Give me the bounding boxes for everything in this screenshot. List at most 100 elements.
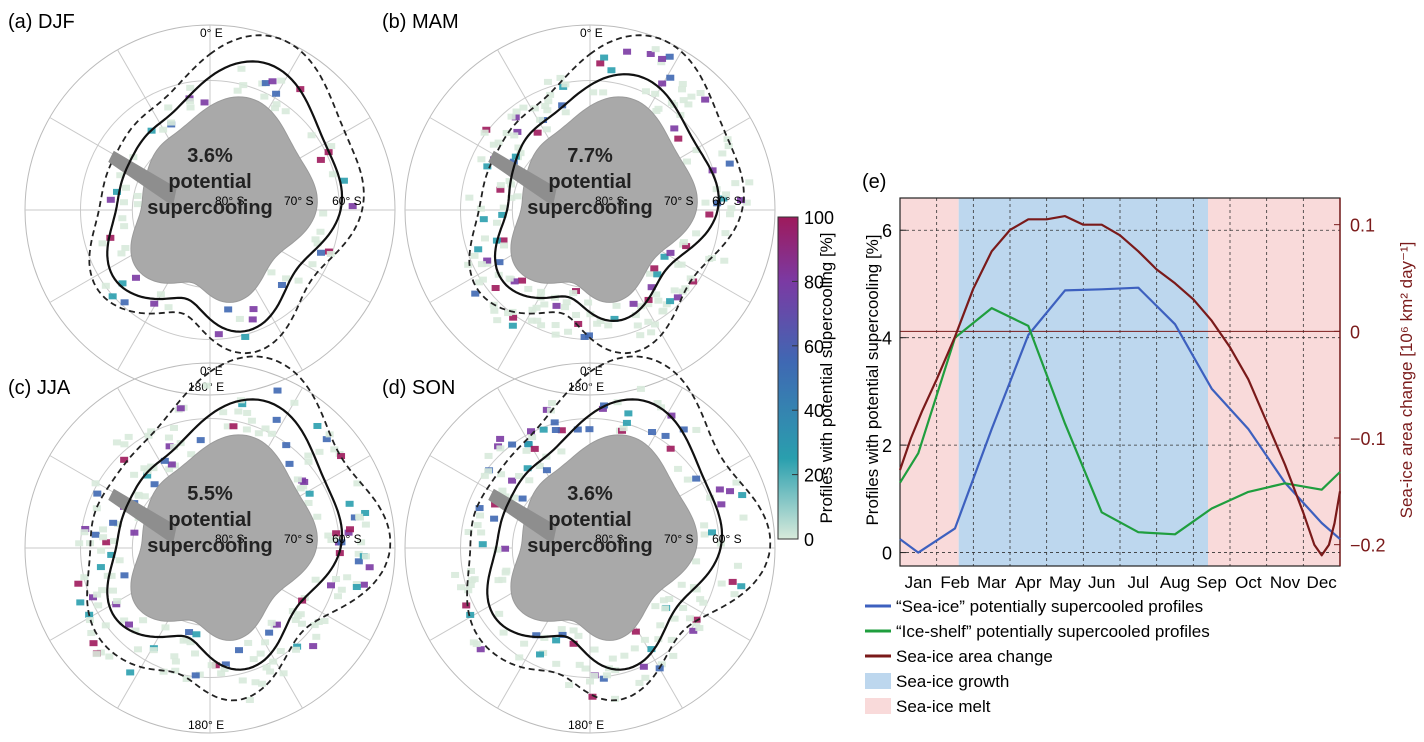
supercooling-cell (120, 441, 129, 448)
supercooling-cell (683, 476, 692, 483)
supercooling-cell (476, 205, 485, 212)
supercooling-cell (519, 104, 528, 111)
supercooling-cell (585, 678, 594, 685)
supercooling-cell (502, 567, 511, 574)
x-tick-label: Dec (1307, 573, 1338, 592)
supercooling-cell (112, 439, 121, 446)
supercooling-cell (149, 465, 158, 472)
supercooling-cell (574, 632, 583, 639)
supercooling-cell (651, 90, 660, 97)
supercooling-cell (602, 672, 611, 679)
supercooling-cell (524, 441, 533, 448)
supercooling-cell (557, 427, 566, 434)
supercooling-cell (147, 428, 156, 435)
supercooling-cell (516, 150, 525, 157)
supercooling-cell (510, 278, 519, 285)
supercooling-cell (666, 74, 675, 81)
supercooling-cell (679, 97, 688, 104)
supercooling-cell (256, 650, 265, 657)
supercooling-cell (659, 307, 668, 314)
supercooling-cell (660, 253, 669, 260)
supercooling-cell (346, 526, 355, 533)
supercooling-cell (268, 78, 277, 85)
supercooling-cell (665, 596, 674, 603)
supercooling-cell (195, 671, 204, 678)
supercooling-cell (652, 291, 661, 298)
supercooling-cell (647, 284, 656, 291)
supercooling-cell (207, 662, 216, 669)
latitude-label-80S: 80° S (215, 194, 244, 208)
supercooling-cell (262, 664, 271, 671)
supercooling-cell (537, 322, 546, 329)
supercooling-cell (291, 616, 300, 623)
supercooling-cell (523, 465, 532, 472)
latitude-label-60S: 60° S (332, 532, 361, 546)
supercooling-cell (674, 135, 683, 142)
chart-panel-label: (e) (862, 171, 886, 193)
panel-label: (b) MAM (382, 11, 459, 33)
supercooling-cell (552, 637, 561, 644)
supercooling-cell (494, 577, 503, 584)
supercooling-cell (556, 74, 565, 81)
supercooling-cell (483, 257, 492, 264)
supercooling-cell (267, 619, 276, 626)
supercooling-cell (327, 537, 336, 544)
supercooling-cell (678, 86, 687, 93)
supercooling-cell (355, 513, 364, 520)
supercooling-cell (135, 492, 144, 499)
supercooling-cell (678, 80, 687, 87)
supercooling-cell (661, 605, 670, 612)
supercooling-cell (361, 521, 370, 528)
supercooling-cell (265, 629, 274, 636)
supercooling-cell (107, 551, 116, 558)
supercooling-cell (352, 584, 361, 591)
supercooling-cell (139, 617, 148, 624)
supercooling-cell (120, 223, 129, 230)
supercooling-cell (239, 82, 248, 89)
supercooling-cell (739, 514, 748, 521)
latitude-label-60S: 60° S (712, 194, 741, 208)
supercooling-cell (113, 598, 122, 605)
supercooling-cell (528, 306, 537, 313)
supercooling-cell (511, 114, 520, 121)
supercooling-cell (496, 445, 505, 452)
supercooling-cell (120, 299, 129, 306)
supercooling-cell (494, 139, 503, 146)
supercooling-cell (235, 647, 244, 654)
supercooling-cell (273, 387, 282, 394)
supercooling-cell (501, 545, 510, 552)
supercooling-cell (221, 661, 230, 668)
supercooling-cell (116, 172, 125, 179)
supercooling-cell (160, 457, 169, 464)
supercooling-cell (498, 211, 507, 218)
supercooling-cell (103, 572, 112, 579)
supercooling-cell (311, 236, 320, 243)
supercooling-cell (182, 636, 191, 643)
supercooling-cell (564, 328, 573, 335)
supercooling-cell (457, 584, 466, 591)
meridian-label-0E: 0° E (200, 26, 223, 40)
supercooling-cell (238, 401, 247, 408)
antarctic-peninsula (108, 150, 177, 207)
supercooling-cell (344, 529, 353, 536)
min-sea-ice-extent (106, 398, 344, 671)
supercooling-cell (667, 636, 676, 643)
supercooling-cell (533, 129, 542, 136)
supercooling-cell (666, 445, 675, 452)
supercooling-cell (307, 132, 316, 139)
supercooling-cell (686, 275, 695, 282)
supercooling-cell (619, 425, 628, 432)
supercooling-cell (719, 195, 728, 202)
supercooling-cell (493, 317, 502, 324)
supercooling-cell (636, 332, 645, 339)
supercooling-cell (261, 425, 270, 432)
supercooling-cell (590, 646, 599, 653)
supercooling-cell (706, 494, 715, 501)
supercooling-cell (679, 239, 688, 246)
supercooling-cell (732, 479, 741, 486)
supercooling-cell (502, 129, 511, 136)
supercooling-cell (266, 668, 275, 675)
supercooling-cell (92, 505, 101, 512)
supercooling-cell (144, 432, 153, 439)
supercooling-cell (624, 410, 633, 417)
